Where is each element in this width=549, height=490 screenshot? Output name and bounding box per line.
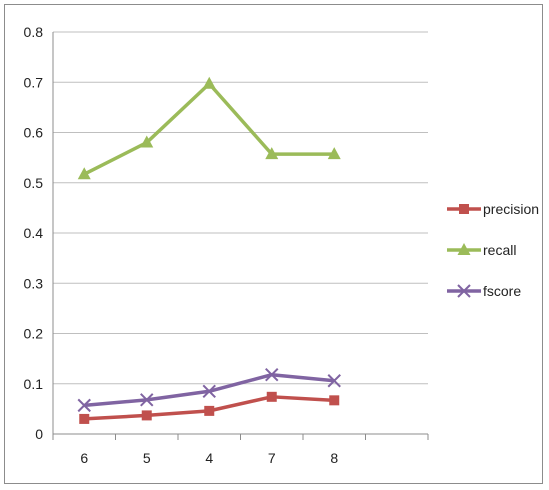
x-tick-label: 5 (143, 450, 151, 466)
data-point-precision (141, 410, 152, 421)
data-point-recall (77, 167, 91, 180)
data-point-fscore (327, 374, 341, 388)
data-point-fscore (202, 384, 216, 398)
legend-marker (457, 284, 471, 298)
x-tick-label: 8 (330, 450, 338, 466)
data-point-recall (327, 147, 341, 160)
legend-label: precision (483, 201, 539, 217)
legend-item-fscore: fscore (447, 283, 521, 299)
series-recall (77, 76, 341, 180)
gridlines (53, 31, 428, 385)
data-point-precision (79, 413, 90, 424)
y-tick-label: 0.2 (24, 326, 44, 342)
legend-label: fscore (483, 283, 521, 299)
series-group (77, 76, 341, 424)
data-point-fscore (265, 367, 279, 382)
y-tick-label: 0.7 (24, 74, 44, 90)
y-tick-label: 0.5 (24, 175, 44, 191)
legend-item-recall: recall (447, 242, 516, 258)
x-tick-label: 4 (205, 450, 213, 466)
data-point-precision (204, 405, 215, 416)
y-tick-label: 0.4 (24, 225, 44, 241)
y-tick-label: 0.1 (24, 376, 44, 392)
y-tick-label: 0.3 (24, 275, 44, 291)
legend-marker (457, 243, 471, 255)
data-point-fscore (77, 398, 91, 413)
x-tick-label: 6 (80, 450, 88, 466)
data-point-recall (202, 76, 216, 89)
x-tick-label: 7 (268, 450, 276, 466)
axes: 0 0.1 0.2 0.3 0.4 0.5 0.6 0.7 0.8 6 5 4 7 8 (24, 24, 429, 466)
y-tick-label: 0.6 (24, 125, 44, 141)
data-point-fscore (140, 393, 154, 407)
legend-marker (459, 204, 469, 214)
legend-label: recall (483, 242, 516, 258)
legend: precision recall fscore (447, 201, 539, 299)
y-tick-label: 0.8 (24, 24, 44, 40)
data-point-precision (266, 391, 277, 402)
legend-item-precision: precision (447, 201, 539, 217)
series-fscore (77, 367, 341, 413)
data-point-recall (140, 135, 154, 148)
data-point-precision (329, 395, 340, 406)
series-precision (79, 391, 340, 424)
y-tick-label: 0 (35, 426, 43, 442)
series-line-recall (83, 82, 335, 176)
data-point-recall (265, 147, 279, 160)
